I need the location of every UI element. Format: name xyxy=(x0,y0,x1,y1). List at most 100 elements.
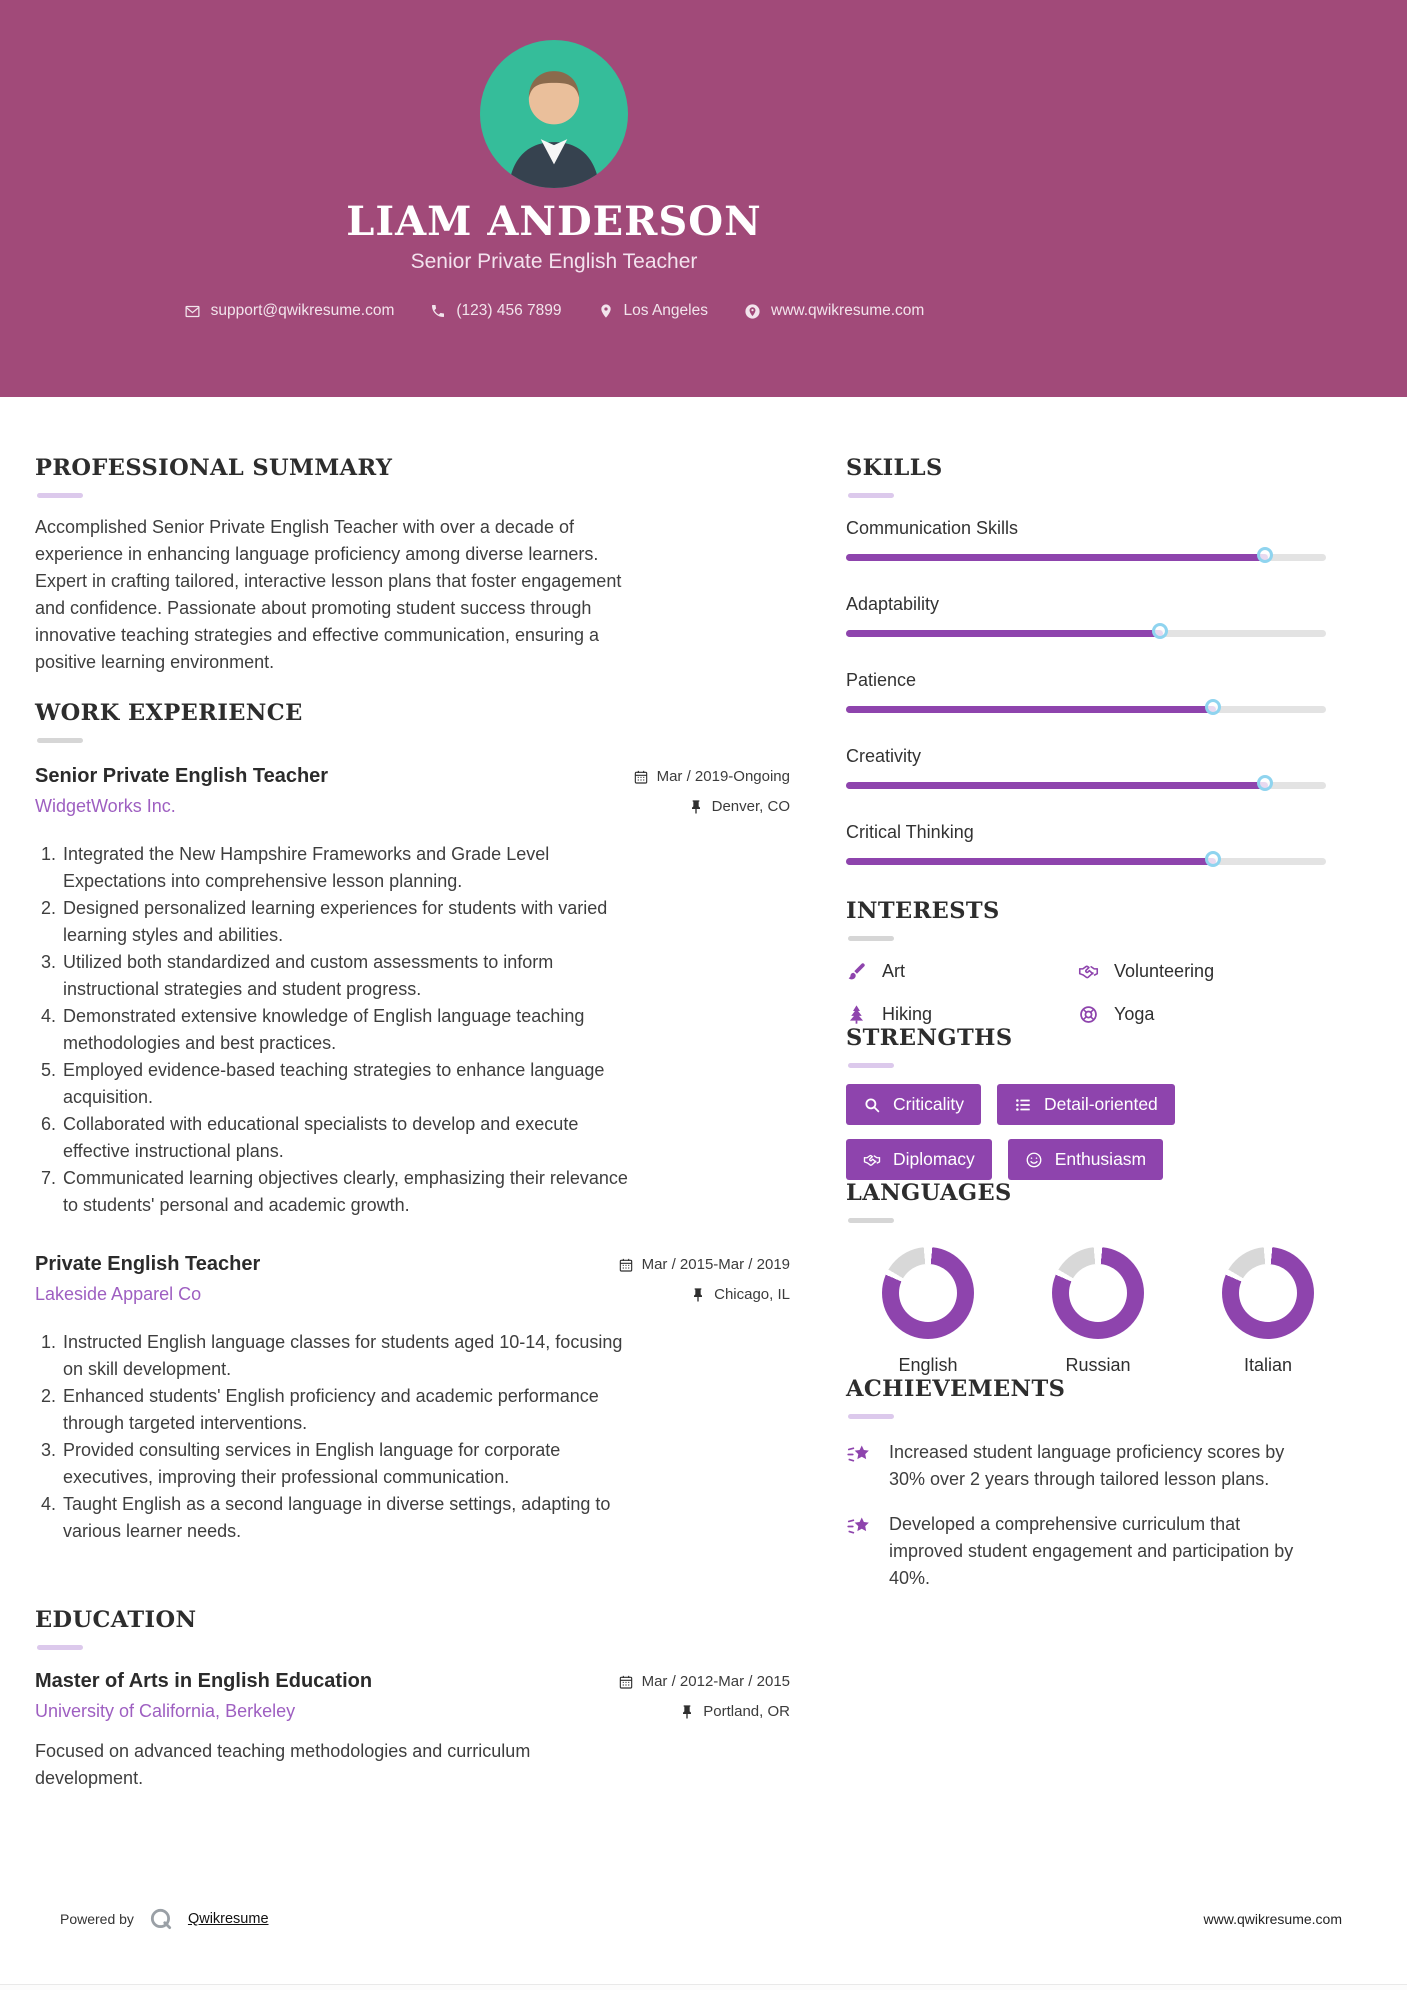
skill-item: Communication Skills xyxy=(846,518,1362,563)
person-name: LIAM ANDERSON xyxy=(346,198,762,245)
skill-slider-fill xyxy=(846,706,1216,713)
experience-bullet: Utilized both standardized and custom as… xyxy=(61,949,643,1003)
strength-label: Diplomacy xyxy=(893,1149,975,1169)
brush-icon xyxy=(846,961,867,982)
contact-location: Los Angeles xyxy=(598,302,708,320)
strengths-heading: STRENGTHS xyxy=(846,1025,1013,1051)
experience-bullet: Employed evidence-based teaching strateg… xyxy=(61,1057,643,1111)
skill-name: Patience xyxy=(846,670,917,690)
experience-bullet: Provided consulting services in English … xyxy=(61,1437,643,1491)
contact-phone: (123) 456 7899 xyxy=(430,302,562,320)
interest-label: Art xyxy=(882,961,906,981)
strength-badge: Enthusiasm xyxy=(1007,1139,1164,1180)
skill-item: Critical Thinking xyxy=(846,822,1362,867)
contact-website[interactable]: www.qwikresume.com xyxy=(744,302,924,320)
school-name: University of California, Berkeley xyxy=(35,1701,296,1721)
experience-bullet: Taught English as a second language in d… xyxy=(61,1491,643,1545)
job-header: Senior Private English Teacher WidgetWor… xyxy=(35,765,790,817)
interest-label: Yoga xyxy=(1114,1004,1155,1024)
job-header: Private English Teacher Lakeside Apparel… xyxy=(35,1253,790,1305)
section-work-experience: WORK EXPERIENCE Senior Private English T… xyxy=(35,700,790,1545)
right-column: SKILLS Communication Skills Adaptability P… xyxy=(846,455,1362,1792)
summary-heading: PROFESSIONAL SUMMARY xyxy=(35,455,393,481)
contact-location-text: Los Angeles xyxy=(623,302,708,319)
skill-slider-knob[interactable] xyxy=(1204,698,1221,715)
strength-label: Criticality xyxy=(893,1094,964,1114)
skill-item: Patience xyxy=(846,670,1362,715)
section-education: EDUCATION Master of Arts in English Educ… xyxy=(35,1607,790,1792)
heading-underline xyxy=(37,493,83,498)
skill-slider-track[interactable] xyxy=(846,850,1326,867)
person-job-title: Senior Private English Teacher xyxy=(410,250,698,273)
skill-slider-knob[interactable] xyxy=(1257,774,1274,791)
job-location-text: Denver, CO xyxy=(711,798,790,815)
language-item: English xyxy=(846,1247,1010,1376)
job-entry-2: Private English Teacher Lakeside Apparel… xyxy=(35,1253,790,1545)
education-heading: EDUCATION xyxy=(35,1607,197,1633)
education-header: Master of Arts in English Education Univ… xyxy=(35,1670,790,1722)
skill-slider-knob[interactable] xyxy=(1257,546,1274,563)
star-burst-icon xyxy=(846,1513,873,1540)
experience-bullet: Enhanced students' English proficiency a… xyxy=(61,1383,643,1437)
achievement-text: Developed a comprehensive curriculum tha… xyxy=(889,1514,1294,1588)
skill-slider-knob[interactable] xyxy=(1204,850,1221,867)
interest-label: Hiking xyxy=(882,1004,933,1024)
tree-icon xyxy=(846,1004,867,1025)
contact-email[interactable]: support@qwikresume.com xyxy=(184,302,394,320)
header-inner: LIAM ANDERSON Senior Private English Tea… xyxy=(0,0,1108,320)
education-location: Portland, OR xyxy=(679,1703,790,1720)
experience-bullet: Collaborated with educational specialist… xyxy=(61,1111,643,1165)
experience-bullet: Integrated the New Hampshire Frameworks … xyxy=(61,841,643,895)
skill-slider-fill xyxy=(846,554,1269,561)
skill-slider-fill xyxy=(846,630,1163,637)
skill-item: Adaptability xyxy=(846,594,1362,639)
achievement-text: Increased student language proficiency s… xyxy=(889,1442,1285,1489)
section-interests: INTERESTS Art Volunteering Hiking Yoga xyxy=(846,898,1362,1025)
qwikresume-link[interactable]: Qwikresume xyxy=(187,1911,269,1927)
interest-item: Hiking xyxy=(846,1004,1078,1025)
education-meta: Mar / 2012-Mar / 2015 Portland, OR xyxy=(618,1670,790,1720)
work-heading: WORK EXPERIENCE xyxy=(35,700,303,726)
degree-title: Master of Arts in English Education xyxy=(35,1670,373,1692)
heading-underline xyxy=(37,1645,83,1650)
language-donut-chart xyxy=(1052,1247,1144,1339)
education-location-text: Portland, OR xyxy=(703,1703,790,1720)
star-burst-icon xyxy=(846,1441,873,1468)
smiley-icon xyxy=(1025,1151,1043,1169)
footer-website-link[interactable]: www.qwikresume.com xyxy=(1203,1911,1342,1927)
experience-bullet: Demonstrated extensive knowledge of Engl… xyxy=(61,1003,643,1057)
skill-slider-track[interactable] xyxy=(846,774,1326,791)
skill-slider-track[interactable] xyxy=(846,546,1326,563)
left-column: PROFESSIONAL SUMMARY Accomplished Senior… xyxy=(35,455,790,1792)
pushpin-icon xyxy=(690,1287,706,1303)
language-item: Italian xyxy=(1186,1247,1350,1376)
interest-item: Yoga xyxy=(1078,1004,1362,1025)
job-entry-1: Senior Private English Teacher WidgetWor… xyxy=(35,765,790,1219)
language-label: English xyxy=(898,1355,958,1375)
heading-underline xyxy=(848,493,894,498)
heading-underline xyxy=(848,1063,894,1068)
strength-label: Enthusiasm xyxy=(1054,1149,1147,1169)
heading-underline xyxy=(848,1218,894,1223)
language-label: Russian xyxy=(1065,1355,1131,1375)
education-date: Mar / 2012-Mar / 2015 xyxy=(618,1673,790,1690)
skill-slider-track[interactable] xyxy=(846,698,1326,715)
language-donut-chart xyxy=(882,1247,974,1339)
interest-item: Art xyxy=(846,961,1078,982)
job-bullets: Integrated the New Hampshire Frameworks … xyxy=(35,841,643,1219)
portrait-photo xyxy=(508,71,600,188)
languages-heading: LANGUAGES xyxy=(846,1180,1012,1206)
heading-underline xyxy=(848,936,894,941)
skill-slider-track[interactable] xyxy=(846,622,1326,639)
skill-slider-knob[interactable] xyxy=(1151,622,1168,639)
skill-name: Adaptability xyxy=(846,594,940,614)
strengths-list: Criticality Detail-oriented Diplomacy Enthu… xyxy=(846,1084,1266,1180)
skill-slider-fill xyxy=(846,858,1216,865)
achievement-item: Developed a comprehensive curriculum tha… xyxy=(846,1511,1362,1592)
interests-list: Art Volunteering Hiking Yoga xyxy=(846,961,1362,1025)
calendar-icon xyxy=(618,1257,634,1273)
job-meta: Mar / 2019-Ongoing Denver, CO xyxy=(633,765,790,815)
section-languages: LANGUAGES English Russian Italian xyxy=(846,1180,1362,1376)
section-skills: SKILLS Communication Skills Adaptability P… xyxy=(846,455,1362,867)
pushpin-icon xyxy=(688,799,704,815)
